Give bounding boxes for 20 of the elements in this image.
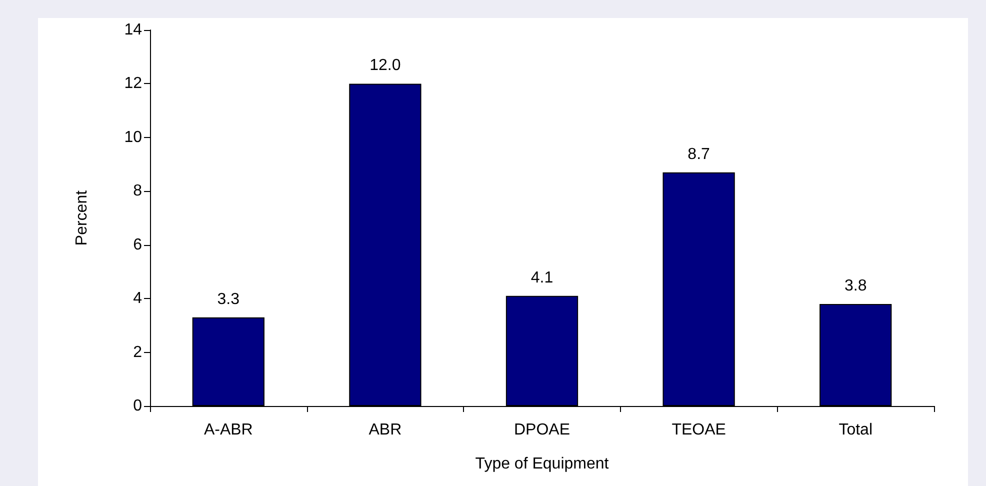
x-axis-title: Type of Equipment: [475, 456, 610, 472]
y-tick-label: 14: [124, 22, 142, 38]
y-tick-label: 8: [133, 182, 142, 200]
y-tick-label: 4: [133, 290, 142, 308]
y-tick-label: 10: [124, 128, 142, 146]
y-tick-label: 2: [133, 344, 142, 361]
x-tick-label: Total: [838, 422, 872, 438]
x-tick-label: ABR: [368, 422, 402, 438]
y-axis-title: Percent: [74, 190, 90, 246]
data-label: 3.8: [844, 277, 867, 294]
x-tick-label: TEOAE: [672, 422, 726, 438]
data-label: 3.3: [217, 290, 240, 308]
x-tick-label: A-ABR: [204, 422, 253, 438]
x-tick-label: DPOAE: [514, 422, 570, 438]
data-label: 8.7: [688, 146, 710, 163]
y-tick-label: 6: [133, 236, 142, 254]
y-tick-label: 0: [133, 398, 142, 414]
data-label: 4.1: [530, 269, 554, 286]
y-tick-label: 12: [124, 75, 142, 92]
data-label: 12.0: [370, 57, 401, 74]
